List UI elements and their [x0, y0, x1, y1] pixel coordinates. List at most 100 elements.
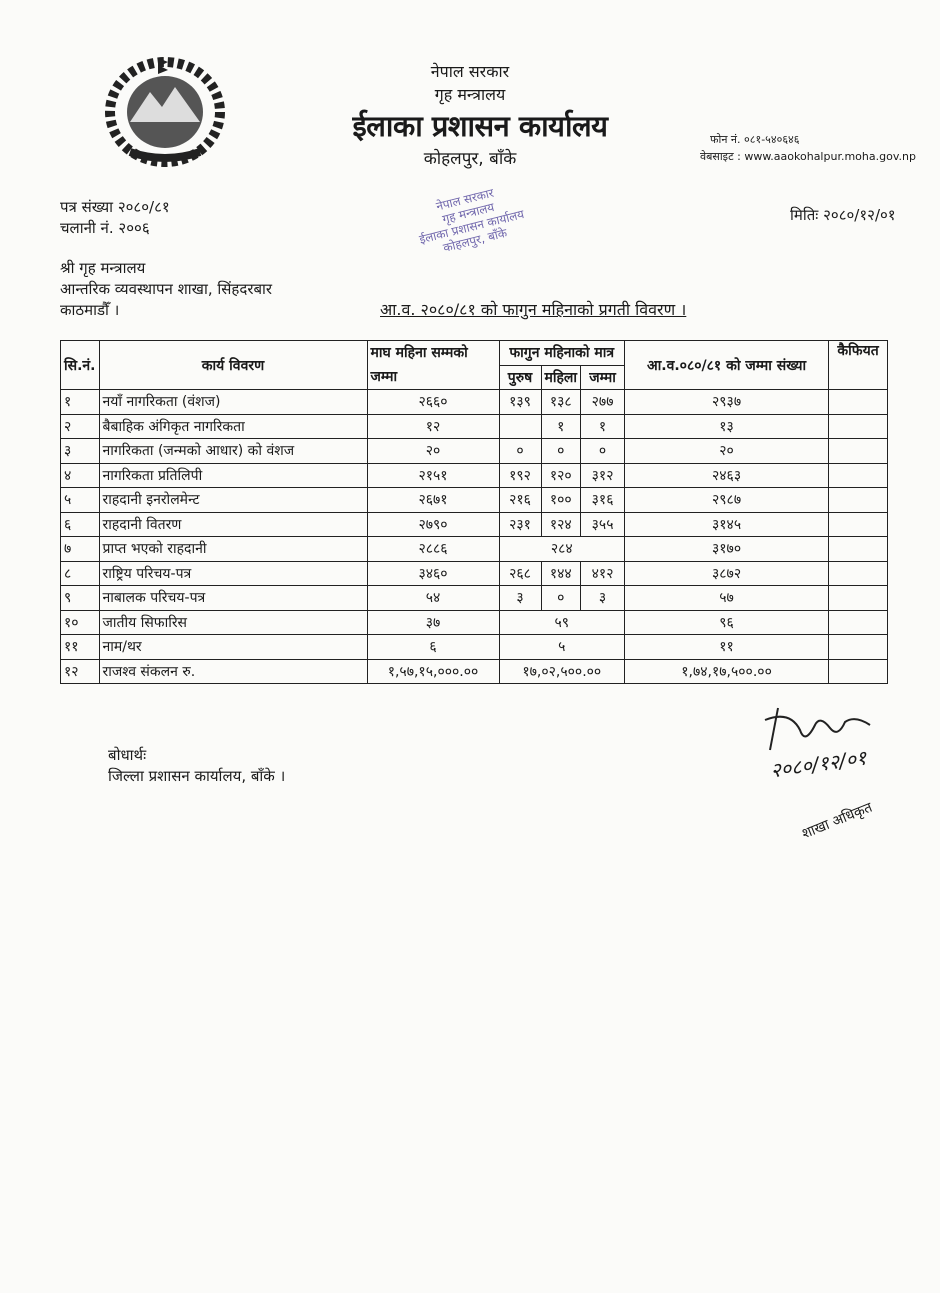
dispatch-number: चलानी नं. २००६ [60, 219, 150, 237]
cell-male: २१६ [498, 487, 542, 513]
office-name: ईलाका प्रशासन कार्यालय [352, 109, 608, 143]
cell-sn: ८ [60, 560, 100, 586]
cell-remarks [828, 658, 889, 684]
cell-remarks [828, 560, 889, 586]
cell-fagun-total: ३१२ [580, 462, 626, 488]
cell-remarks [828, 389, 889, 415]
cell-fagun-merged: २८४ [498, 536, 626, 562]
cell-sn: ९ [60, 585, 100, 611]
cell-remarks [828, 462, 889, 488]
header-description: कार्य विवरण [98, 340, 368, 390]
cell-remarks [828, 511, 889, 537]
cell-magh: ५४ [366, 585, 500, 611]
table-row: ५ राहदानी इनरोलमेन्ट २६७१ २१६ १०० ३१६ २९८७ [60, 487, 889, 513]
recipient-line: काठमाडौँ । [60, 301, 120, 319]
cell-fy-total: २४६३ [624, 462, 830, 488]
nepal-emblem-logo [100, 52, 230, 171]
header-fy-total: आ.व.०८०/८१ को जम्मा संख्या [624, 340, 830, 390]
table-row: ७ प्राप्त भएको राहदानी २८८६ २८४ ३१७० [60, 536, 889, 562]
cell-description: जातीय सिफारिस [98, 609, 368, 635]
cc-block: बोधार्थः जिल्ला प्रशासन कार्यालय, बाँके … [108, 745, 285, 787]
cell-magh: २६७१ [366, 487, 500, 513]
cell-magh: १,५७,१५,०००.०० [366, 658, 500, 684]
cell-sn: १२ [60, 658, 100, 684]
progress-table: सि.नं. कार्य विवरण माघ महिना सम्मको जम्म… [60, 340, 889, 684]
table-row: ३ नागरिकता (जन्मको आधार) को वंशज २० ० ० ० २० [60, 438, 889, 464]
cell-sn: ११ [60, 634, 100, 660]
cell-description: नागरिकता प्रतिलिपी [98, 462, 368, 488]
cell-fy-total: २० [624, 438, 830, 464]
header-fagun: फागुन महिनाको मात्र [498, 340, 626, 366]
cell-sn: ५ [60, 487, 100, 513]
cell-sn: ४ [60, 462, 100, 488]
header-sn: सि.नं. [60, 340, 100, 390]
table-row: ९ नाबालक परिचय-पत्र ५४ ३ ० ३ ५७ [60, 585, 889, 611]
contact-info: फोन नं. ०८१-५४०६४६ वेबसाइट : www.aaokoha… [700, 131, 916, 165]
subject-title: आ.व. २०८०/८१ को फागुन महिनाको प्रगती विव… [380, 300, 687, 319]
recipient-line: श्री गृह मन्त्रालय [60, 259, 146, 277]
cell-fy-total: ३८७२ [624, 560, 830, 586]
header-female: महिला [540, 364, 582, 390]
cell-magh: २० [366, 438, 500, 464]
header-magh: माघ महिना सम्मको जम्मा [366, 340, 500, 390]
cell-magh: ६ [366, 634, 500, 660]
cell-magh: ३४६० [366, 560, 500, 586]
signature [760, 700, 910, 764]
cell-description: राहदानी इनरोलमेन्ट [98, 487, 368, 513]
header-fagun-total: जम्मा [580, 364, 626, 390]
cell-fagun-merged: ५९ [498, 609, 626, 635]
cell-female: १२० [540, 462, 582, 488]
cell-remarks [828, 536, 889, 562]
cell-magh: २६६० [366, 389, 500, 415]
letter-date: मितिः २०८०/१२/०१ [790, 206, 896, 224]
cell-fagun-merged: १७,०२,५००.०० [498, 658, 626, 684]
cell-description: नाबालक परिचय-पत्र [98, 585, 368, 611]
cell-fy-total: २९८७ [624, 487, 830, 513]
cell-magh: ३७ [366, 609, 500, 635]
cell-female: ० [540, 585, 582, 611]
cell-female: ० [540, 438, 582, 464]
cell-sn: १० [60, 609, 100, 635]
cell-fagun-total: १ [580, 413, 626, 439]
cell-fy-total: ३१७० [624, 536, 830, 562]
cell-fy-total: ३१४५ [624, 511, 830, 537]
website: वेबसाइट : www.aaokohalpur.moha.gov.np [700, 150, 916, 163]
cell-fagun-total: ४१२ [580, 560, 626, 586]
cell-description: राष्ट्रिय परिचय-पत्र [98, 560, 368, 586]
cell-fagun-merged: ५ [498, 634, 626, 660]
govt-name: नेपाल सरकार [430, 62, 510, 81]
cell-fagun-total: ३ [580, 585, 626, 611]
cell-remarks [828, 487, 889, 513]
cell-male [498, 413, 542, 439]
ministry-name: गृह मन्त्रालय [434, 85, 506, 104]
cell-male: ३ [498, 585, 542, 611]
cell-fy-total: ९६ [624, 609, 830, 635]
cell-description: नयाँ नागरिकता (वंशज) [98, 389, 368, 415]
office-stamp: नेपाल सरकार गृह मन्त्रालय ईलाका प्रशासन … [376, 171, 564, 269]
cell-description: राहदानी वितरण [98, 511, 368, 537]
cell-remarks [828, 609, 889, 635]
cell-description: नागरिकता (जन्मको आधार) को वंशज [98, 438, 368, 464]
cell-male: १३९ [498, 389, 542, 415]
cell-sn: ३ [60, 438, 100, 464]
cell-male: २३१ [498, 511, 542, 537]
cell-remarks [828, 438, 889, 464]
header-remarks: कैफियत [828, 340, 889, 390]
cell-sn: २ [60, 413, 100, 439]
table-row: ८ राष्ट्रिय परिचय-पत्र ३४६० २६८ १४४ ४१२ ३८७२ [60, 560, 889, 586]
recipient-block: श्री गृह मन्त्रालय आन्तरिक व्यवस्थापन शा… [60, 258, 272, 321]
cell-fy-total: १३ [624, 413, 830, 439]
phone: फोन नं. ०८१-५४०६४६ [710, 133, 800, 146]
table-row: १० जातीय सिफारिस ३७ ५९ ९६ [60, 609, 889, 635]
cell-male: ० [498, 438, 542, 464]
cell-description: प्राप्त भएको राहदानी [98, 536, 368, 562]
cell-fy-total: १,७४,१७,५००.०० [624, 658, 830, 684]
cell-fagun-total: ० [580, 438, 626, 464]
cell-fagun-total: २७७ [580, 389, 626, 415]
cell-female: १४४ [540, 560, 582, 586]
table-row: २ बैबाहिक अंगिकृत नागरिकता १२ १ १ १३ [60, 413, 889, 439]
cell-magh: २१५१ [366, 462, 500, 488]
table-row: १२ राजश्व संकलन रु. १,५७,१५,०००.०० १७,०२,५०… [60, 658, 889, 684]
cell-female: १ [540, 413, 582, 439]
cell-fy-total: २९३७ [624, 389, 830, 415]
